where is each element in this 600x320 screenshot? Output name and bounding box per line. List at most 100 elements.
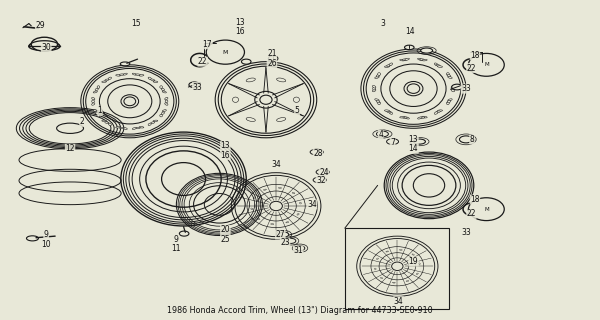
- Ellipse shape: [392, 262, 403, 270]
- Ellipse shape: [119, 74, 124, 76]
- Ellipse shape: [380, 277, 383, 279]
- Ellipse shape: [460, 136, 473, 143]
- Ellipse shape: [451, 85, 455, 88]
- Text: 11: 11: [172, 244, 181, 253]
- Text: 5: 5: [295, 106, 299, 115]
- Text: 14: 14: [406, 27, 415, 36]
- Ellipse shape: [421, 48, 433, 53]
- Ellipse shape: [108, 77, 112, 79]
- Ellipse shape: [422, 59, 427, 61]
- Ellipse shape: [404, 82, 423, 96]
- Ellipse shape: [434, 112, 438, 114]
- Ellipse shape: [132, 127, 136, 129]
- Ellipse shape: [241, 59, 251, 64]
- Ellipse shape: [124, 97, 136, 106]
- Ellipse shape: [119, 127, 124, 129]
- Ellipse shape: [102, 81, 107, 83]
- Ellipse shape: [437, 110, 442, 111]
- Ellipse shape: [437, 66, 442, 68]
- Ellipse shape: [277, 78, 286, 82]
- Ellipse shape: [419, 59, 425, 60]
- Ellipse shape: [385, 110, 389, 111]
- Ellipse shape: [392, 282, 395, 283]
- Ellipse shape: [419, 263, 420, 264]
- Text: 2: 2: [80, 117, 85, 126]
- Ellipse shape: [448, 76, 452, 78]
- Ellipse shape: [376, 131, 388, 137]
- Ellipse shape: [92, 103, 95, 105]
- Ellipse shape: [246, 117, 256, 122]
- Text: 34: 34: [271, 160, 281, 169]
- Text: 26: 26: [267, 59, 277, 68]
- Text: 34: 34: [394, 297, 403, 306]
- Ellipse shape: [148, 77, 151, 79]
- Ellipse shape: [412, 254, 414, 255]
- Ellipse shape: [446, 73, 449, 76]
- Ellipse shape: [161, 88, 164, 91]
- Ellipse shape: [121, 95, 139, 108]
- Ellipse shape: [165, 100, 168, 103]
- Ellipse shape: [263, 189, 266, 190]
- Ellipse shape: [389, 63, 392, 66]
- Ellipse shape: [446, 102, 449, 105]
- Ellipse shape: [162, 91, 166, 93]
- Ellipse shape: [389, 112, 392, 114]
- Text: 13: 13: [409, 135, 418, 144]
- Ellipse shape: [123, 127, 127, 129]
- Ellipse shape: [400, 116, 405, 118]
- Ellipse shape: [93, 110, 97, 112]
- Ellipse shape: [153, 120, 158, 122]
- Ellipse shape: [299, 202, 301, 204]
- Ellipse shape: [297, 213, 299, 215]
- Ellipse shape: [102, 120, 107, 122]
- Text: 9: 9: [174, 235, 179, 244]
- Ellipse shape: [255, 91, 277, 108]
- Text: 14: 14: [409, 144, 418, 153]
- Ellipse shape: [404, 45, 414, 50]
- Text: 28: 28: [313, 149, 323, 158]
- Text: 22: 22: [467, 209, 476, 219]
- Ellipse shape: [434, 63, 438, 66]
- Ellipse shape: [116, 126, 121, 128]
- Ellipse shape: [165, 97, 168, 100]
- Ellipse shape: [373, 89, 376, 92]
- Ellipse shape: [286, 222, 289, 223]
- Ellipse shape: [469, 53, 504, 76]
- Text: 24: 24: [319, 168, 329, 177]
- Text: 18: 18: [470, 195, 480, 204]
- Ellipse shape: [413, 139, 425, 144]
- Ellipse shape: [260, 95, 272, 104]
- Ellipse shape: [447, 100, 451, 103]
- Ellipse shape: [451, 89, 455, 92]
- Ellipse shape: [31, 37, 58, 51]
- Ellipse shape: [270, 201, 283, 211]
- Ellipse shape: [160, 86, 163, 88]
- Ellipse shape: [452, 84, 463, 90]
- Text: 18: 18: [470, 51, 480, 60]
- Ellipse shape: [448, 99, 452, 101]
- Text: 9: 9: [44, 230, 49, 239]
- Ellipse shape: [406, 281, 409, 282]
- Ellipse shape: [268, 56, 278, 61]
- Ellipse shape: [251, 208, 253, 210]
- Text: 22: 22: [467, 63, 476, 73]
- Ellipse shape: [162, 110, 166, 112]
- Text: 12: 12: [65, 144, 75, 153]
- Text: 29: 29: [35, 21, 45, 30]
- Ellipse shape: [376, 100, 380, 103]
- Text: 34: 34: [307, 200, 317, 209]
- Text: 33: 33: [461, 228, 471, 237]
- Ellipse shape: [95, 88, 98, 91]
- Ellipse shape: [153, 81, 158, 83]
- Text: 22: 22: [198, 57, 208, 66]
- Ellipse shape: [279, 232, 289, 237]
- Ellipse shape: [286, 238, 296, 244]
- Ellipse shape: [313, 177, 326, 183]
- Ellipse shape: [405, 58, 409, 60]
- Text: 31: 31: [293, 246, 303, 255]
- Ellipse shape: [375, 99, 379, 101]
- Ellipse shape: [386, 139, 398, 144]
- Bar: [345, 228, 449, 309]
- Ellipse shape: [92, 100, 94, 103]
- Ellipse shape: [105, 79, 109, 81]
